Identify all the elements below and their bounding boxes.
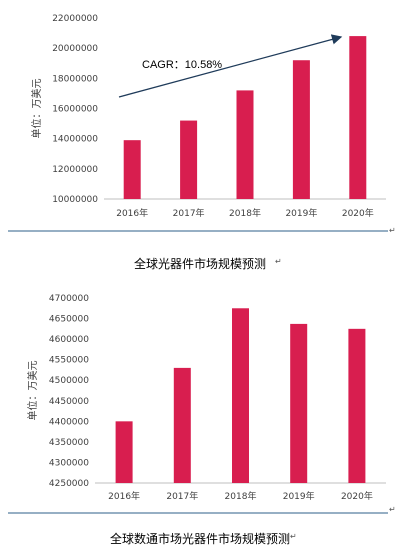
- y-tick-label: 4300000: [49, 458, 89, 468]
- para-mark-2a: ↵: [389, 505, 396, 514]
- y-tick-label: 16000000: [52, 105, 98, 115]
- para-mark-1a: ↵: [389, 226, 396, 235]
- bar: [173, 367, 191, 483]
- y-tick-label: 10000000: [52, 195, 98, 205]
- chart-panel-2: 4250000 4300000 4350000 4400000 4450000 45000…: [0, 280, 400, 520]
- y-tick-label: 4700000: [49, 294, 89, 304]
- para-mark-1b: ↵: [275, 257, 282, 266]
- y-tick-label: 4500000: [49, 376, 89, 386]
- bar: [232, 308, 249, 483]
- chart-1-caption: 全球光器件市场规模预测: [133, 257, 266, 271]
- para-mark-2b: ↵: [290, 532, 297, 541]
- chart-panel-1: 10000000 12000000 14000000 16000000 18000000…: [0, 0, 400, 240]
- y-axis-label: 单位：万美元: [30, 79, 43, 139]
- y-tick-label: 4650000: [49, 315, 89, 325]
- y-axis-label: 单位：万美元: [26, 361, 39, 421]
- bar: [348, 328, 366, 483]
- y-tick-label: 4550000: [49, 356, 89, 366]
- bar: [180, 120, 198, 199]
- y-tick-label: 14000000: [52, 135, 98, 145]
- y-tick-label: 4400000: [49, 417, 89, 427]
- y-tick-label: 4250000: [49, 479, 89, 489]
- cagr-arrow: [118, 34, 343, 98]
- x-tick-label: 2016年: [116, 207, 148, 219]
- y-tick-label: 12000000: [52, 165, 98, 175]
- bar: [115, 421, 133, 483]
- x-tick-label: 2020年: [342, 207, 374, 219]
- x-tick-label: 2017年: [173, 207, 205, 219]
- bar: [292, 60, 310, 199]
- bar: [349, 36, 367, 199]
- cagr-annotation: CAGR：10.58%: [142, 59, 222, 71]
- y-tick-label: 4350000: [49, 438, 89, 448]
- x-tick-label: 2017年: [166, 490, 198, 502]
- x-tick-label: 2020年: [341, 490, 373, 502]
- chart-2-svg: 4250000 4300000 4350000 4400000 4450000 45000…: [8, 294, 388, 514]
- x-tick-label: 2018年: [225, 490, 257, 502]
- chart-1-svg: 10000000 12000000 14000000 16000000 18000000…: [8, 14, 388, 232]
- x-tick-label: 2019年: [283, 490, 315, 502]
- x-tick-label: 2019年: [285, 207, 317, 219]
- y-tick-label: 4450000: [49, 397, 89, 407]
- y-tick-label: 20000000: [52, 44, 98, 54]
- bar: [290, 323, 308, 483]
- chart-2-caption: 全球数通市场光器件市场规模预测: [109, 532, 290, 546]
- bar: [236, 90, 254, 199]
- bar: [123, 140, 141, 199]
- y-tick-label: 22000000: [52, 14, 98, 24]
- y-tick-label: 4600000: [49, 335, 89, 345]
- x-tick-label: 2016年: [108, 490, 140, 502]
- x-tick-label: 2018年: [229, 207, 261, 219]
- y-tick-label: 18000000: [52, 74, 98, 84]
